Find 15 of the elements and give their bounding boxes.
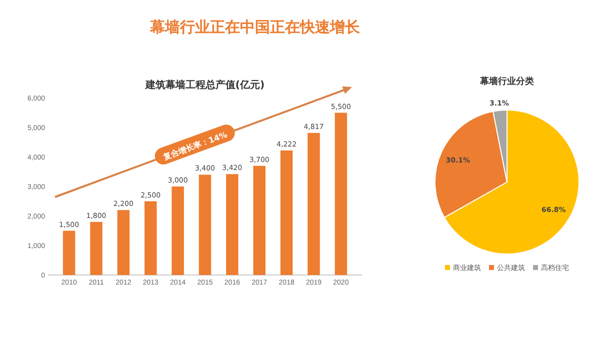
chart-title: 幕墙行业分类 <box>479 76 534 87</box>
bar <box>308 132 320 275</box>
bar <box>90 222 102 275</box>
bar <box>144 201 157 275</box>
chart-subtitle: 建筑幕墙工程总产值(亿元) <box>144 79 265 91</box>
annotation: 复合增长率：14% <box>160 129 228 162</box>
bar <box>198 174 212 275</box>
bar <box>280 150 293 275</box>
bar <box>172 186 184 275</box>
bar <box>117 210 130 275</box>
bar <box>226 174 238 275</box>
chart-title: 幕墙行业正在中国正在快速增长 <box>149 18 361 36</box>
bar <box>62 230 76 275</box>
bar <box>253 166 266 275</box>
bar <box>334 112 348 275</box>
